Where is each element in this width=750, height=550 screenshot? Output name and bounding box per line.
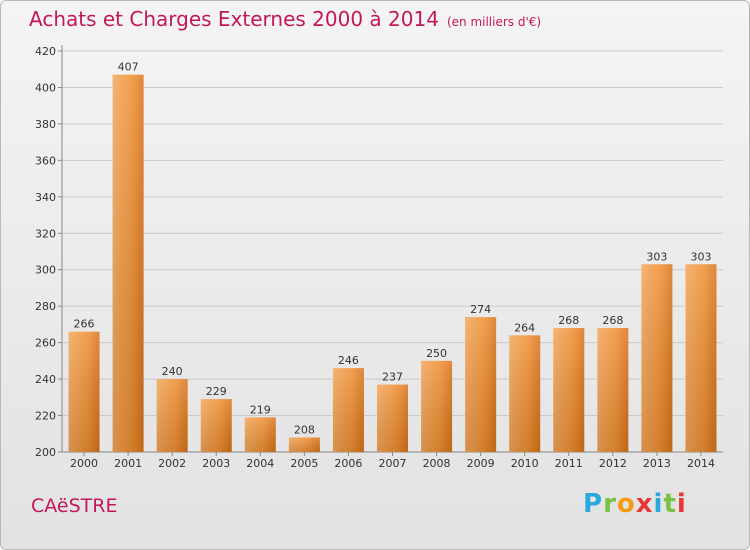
value-label: 268: [558, 314, 579, 327]
logo-letter: t: [663, 489, 677, 519]
bar-shade: [553, 328, 585, 452]
y-tick-label: 340: [35, 191, 56, 204]
bar-shade: [421, 360, 453, 452]
logo-letter: i: [653, 489, 664, 519]
labels: 200 220 240 260 280 300 320 340 360 380 400 420 266 2…: [35, 45, 715, 470]
chart-title-text: Achats et Charges Externes 2000 à 2014: [29, 7, 439, 31]
logo-letter: x: [635, 489, 654, 519]
x-tick-label: 2009: [467, 457, 495, 470]
value-label: 229: [206, 385, 227, 398]
bar-shade: [509, 335, 541, 452]
bar-shade: [465, 317, 497, 452]
bar-shade: [112, 74, 144, 452]
x-tick-label: 2010: [511, 457, 539, 470]
value-label: 219: [250, 403, 271, 416]
value-label: 407: [118, 61, 139, 74]
x-tick-label: 2003: [202, 457, 230, 470]
bar-shade: [244, 417, 276, 452]
x-tick-label: 2001: [114, 457, 142, 470]
bar-shade: [156, 379, 188, 452]
logo-letter: i: [676, 489, 687, 519]
value-label: 240: [162, 365, 183, 378]
y-tick-label: 280: [35, 300, 56, 313]
bar-shade: [641, 264, 673, 452]
value-label: 237: [382, 371, 403, 384]
bar-shade: [332, 368, 364, 452]
value-label: 208: [294, 423, 315, 436]
proxiti-logo: Proxiti: [583, 489, 687, 519]
logo-letter: P: [583, 489, 604, 519]
chart-title: Achats et Charges Externes 2000 à 2014 (e…: [29, 7, 541, 31]
bar-shade: [288, 437, 320, 452]
y-tick-label: 320: [35, 227, 56, 240]
bar-shade: [597, 328, 629, 452]
bar-shade: [685, 264, 717, 452]
y-tick-label: 240: [35, 373, 56, 386]
value-label: 268: [602, 314, 623, 327]
bar-shade: [68, 331, 100, 452]
y-tick-label: 300: [35, 264, 56, 277]
value-label: 303: [646, 250, 667, 263]
y-tick-label: 200: [35, 446, 56, 459]
y-tick-label: 220: [35, 410, 56, 423]
x-tick-label: 2013: [643, 457, 671, 470]
value-label: 264: [514, 321, 535, 334]
logo-letter: r: [603, 489, 617, 519]
value-label: 274: [470, 303, 491, 316]
y-tick-label: 360: [35, 154, 56, 167]
logo-letter: o: [616, 489, 636, 519]
value-label: 250: [426, 347, 447, 360]
x-tick-label: 2002: [158, 457, 186, 470]
chart-unit: (en milliers d'€): [446, 15, 542, 29]
commune-name: CAëSTRE: [31, 495, 118, 517]
x-tick-label: 2011: [555, 457, 583, 470]
x-tick-label: 2004: [246, 457, 274, 470]
y-tick-label: 400: [35, 81, 56, 94]
bar-shade: [377, 384, 408, 452]
value-label: 303: [690, 250, 711, 263]
x-tick-label: 2006: [334, 457, 362, 470]
value-label: 246: [338, 354, 359, 367]
x-tick-label: 2008: [423, 457, 451, 470]
x-tick-label: 2014: [687, 457, 715, 470]
bar-shade: [200, 399, 232, 452]
bars: [68, 74, 717, 452]
y-tick-label: 260: [35, 337, 56, 350]
x-tick-label: 2012: [599, 457, 627, 470]
x-tick-label: 2000: [70, 457, 98, 470]
y-tick-label: 380: [35, 118, 56, 131]
x-tick-label: 2007: [379, 457, 407, 470]
y-tick-label: 420: [35, 45, 56, 58]
x-tick-label: 2005: [290, 457, 318, 470]
value-label: 266: [74, 318, 95, 331]
